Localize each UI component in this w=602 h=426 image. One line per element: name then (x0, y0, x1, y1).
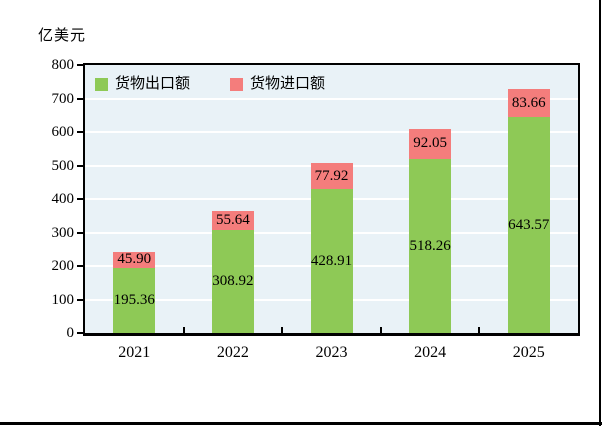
bar-segment-import: 83.66 (507, 89, 550, 118)
y-axis-tick (77, 298, 83, 301)
bar-value-label: 55.64 (216, 211, 250, 228)
y-axis-tick (77, 198, 83, 200)
bar-value-label: 83.66 (511, 94, 546, 111)
gridline (85, 97, 578, 100)
y-axis-tick-label: 0 (66, 325, 75, 341)
bar-segment-export: 643.57 (507, 117, 550, 333)
x-axis-tick (379, 327, 382, 333)
x-axis-tick (281, 327, 284, 333)
x-axis-category-label: 2021 (118, 344, 151, 361)
frame-line-bottom (0, 422, 602, 425)
y-axis-tick (77, 265, 83, 267)
bar-segment-import: 45.90 (113, 251, 156, 268)
y-axis-unit-label: 亿美元 (38, 28, 87, 44)
import-legend-swatch-icon (230, 77, 243, 91)
legend-item-export: 货物出口额 (95, 76, 190, 92)
bar-segment-export: 195.36 (113, 267, 156, 333)
x-axis-tick (182, 327, 185, 333)
frame-line-right (599, 0, 601, 426)
y-axis-tick-label: 200 (51, 258, 75, 274)
y-axis-tick (77, 131, 83, 133)
bar-segment-import: 92.05 (409, 128, 452, 160)
x-axis-category-label: 2024 (414, 344, 447, 361)
y-axis-tick (77, 231, 83, 234)
plot-area: 货物出口额 货物进口额 195.36 45.90 308.92 55.64 428.91… (83, 63, 580, 336)
bar-value-label: 308.92 (212, 272, 254, 289)
bar-value-label: 195.36 (113, 291, 155, 308)
y-axis-tick-label: 100 (51, 291, 75, 308)
y-axis-tick-label: 400 (51, 191, 75, 207)
x-axis-category-label: 2023 (315, 344, 348, 361)
bar-segment-export: 518.26 (409, 159, 452, 333)
y-axis: 0 100 200 300 400 500 600 700 800 (0, 57, 83, 341)
bar-segment-import: 77.92 (310, 163, 353, 190)
bar-segment-import: 55.64 (211, 210, 254, 230)
legend-label-export: 货物出口额 (115, 76, 191, 92)
y-axis-tick-label: 300 (51, 224, 75, 241)
legend: 货物出口额 货物进口额 (85, 76, 578, 92)
y-axis-tick-label: 800 (51, 57, 75, 73)
bar-segment-export: 428.91 (310, 189, 353, 333)
bar-value-label: 45.90 (117, 251, 152, 268)
legend-item-import: 货物进口额 (230, 76, 325, 92)
bar-value-label: 643.57 (508, 216, 550, 233)
y-axis-tick-label: 600 (51, 124, 75, 140)
x-axis-tick (478, 327, 481, 333)
y-axis-tick (77, 164, 83, 167)
y-axis-tick-label: 700 (51, 90, 75, 107)
bar-value-label: 428.91 (310, 252, 353, 269)
bar-segment-export: 308.92 (211, 229, 254, 333)
bar-value-label: 92.05 (413, 135, 447, 152)
y-axis-tick-label: 500 (51, 157, 75, 174)
export-legend-swatch-icon (95, 77, 108, 91)
y-axis-tick (77, 332, 83, 334)
bar-value-label: 518.26 (409, 237, 451, 254)
y-axis-tick (77, 64, 83, 66)
legend-label-import: 货物进口额 (250, 76, 326, 92)
x-axis-category-label: 2025 (512, 344, 545, 361)
x-axis-category-label: 2022 (216, 344, 249, 361)
bar-value-label: 77.92 (314, 167, 349, 184)
x-axis-labels: 2021 2022 2023 2024 2025 (85, 343, 578, 363)
y-axis-tick (77, 97, 83, 100)
gridline (85, 131, 578, 133)
